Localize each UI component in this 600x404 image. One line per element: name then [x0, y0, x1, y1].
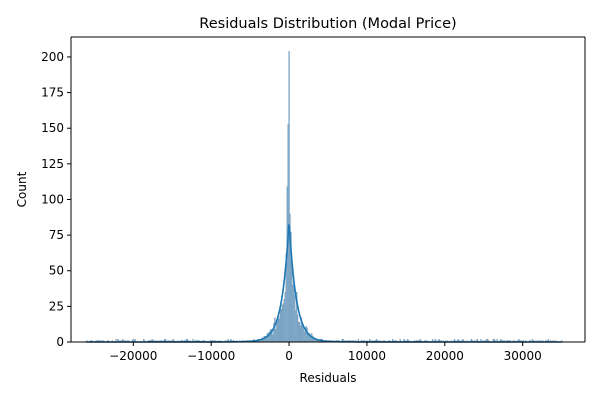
y-axis-label: Count [15, 171, 29, 207]
y-tick-label: 200 [41, 50, 64, 64]
x-tick-label: −10000 [187, 349, 235, 363]
x-tick-label: 10000 [348, 349, 386, 363]
x-tick-label: 20000 [426, 349, 464, 363]
chart-title: Residuals Distribution (Modal Price) [199, 16, 456, 32]
x-tick-label: 30000 [504, 349, 542, 363]
y-tick-label: 175 [41, 86, 64, 100]
x-tick-label: 0 [285, 349, 293, 363]
x-axis-ticks: −20000 −10000 0 10000 20000 30000 [109, 342, 542, 363]
y-tick-label: 0 [56, 335, 64, 349]
kde-curve [86, 224, 562, 343]
x-axis-label: Residuals [300, 371, 357, 385]
kde-curve-layer [86, 224, 562, 343]
axes [70, 36, 586, 343]
y-tick-label: 75 [49, 228, 64, 242]
y-tick-label: 125 [41, 157, 64, 171]
y-tick-label: 100 [41, 192, 64, 206]
histogram-bars [86, 51, 563, 343]
y-axis-ticks: 0 25 50 75 100 125 150 175 200 [41, 50, 71, 349]
y-tick-label: 25 [49, 299, 64, 313]
y-tick-label: 150 [41, 121, 64, 135]
x-tick-label: −20000 [109, 349, 157, 363]
y-tick-label: 50 [49, 264, 64, 278]
